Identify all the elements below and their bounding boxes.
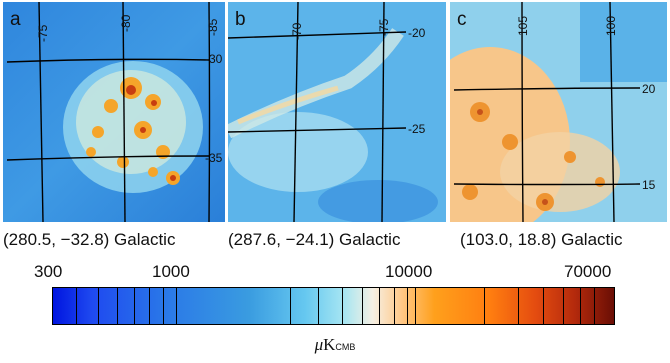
colorbar-label: 300	[34, 262, 63, 281]
colorbar-tick	[176, 288, 177, 324]
panel-letter: c	[457, 9, 467, 30]
panel-caption-b: (287.6, −24.1) Galactic	[228, 230, 401, 249]
colorbar-tick	[362, 288, 363, 324]
colorbar-tick	[163, 288, 164, 324]
map-image-c	[450, 2, 667, 222]
colorbar-tick	[149, 288, 150, 324]
colorbar-tick	[543, 288, 544, 324]
map-panel-a: a -75 -80 -85 -30 -35	[3, 2, 225, 222]
coord-label-lon: -75	[36, 24, 50, 42]
panel-caption-a: (280.5, −32.8) Galactic	[3, 230, 176, 249]
coord-label-lat: -20	[408, 26, 426, 40]
panel-caption-c: (103.0, 18.8) Galactic	[460, 230, 623, 249]
colorbar-tick	[117, 288, 118, 324]
coord-label-lon: -75	[377, 18, 391, 36]
coord-label-lon: 100	[604, 15, 618, 36]
map-image-a	[3, 2, 225, 222]
colorbar-unit-label: μKCMB	[0, 335, 670, 355]
panel-letter: a	[10, 9, 21, 30]
colorbar-tick	[563, 288, 564, 324]
colorbar-label: 10000	[385, 262, 433, 281]
colorbar-tick	[98, 288, 99, 324]
map-panel-b: b -70 -75 -20 -25	[228, 2, 446, 222]
colorbar-tick	[407, 288, 408, 324]
map-image-b	[228, 2, 446, 222]
colorbar-tick	[318, 288, 319, 324]
colorbar-label: 1000	[152, 262, 190, 281]
panel-letter: b	[235, 9, 246, 30]
colorbar	[52, 287, 615, 325]
colorbar-tick	[415, 288, 416, 324]
colorbar-tick	[594, 288, 595, 324]
coord-label-lon: -70	[290, 22, 304, 40]
colorbar-tick	[580, 288, 581, 324]
map-panel-c: c 105 100 20 15	[450, 2, 667, 222]
colorbar-tick	[134, 288, 135, 324]
unit-symbol: μ	[314, 335, 324, 354]
coord-label-lat: 20	[642, 82, 656, 96]
unit-subscript: CMB	[335, 342, 356, 352]
colorbar-tick	[342, 288, 343, 324]
coord-label-lat: 15	[642, 178, 656, 192]
colorbar-tick	[379, 288, 380, 324]
coord-label-lat: -25	[408, 122, 426, 136]
unit-main: K	[323, 335, 336, 354]
colorbar-label: 70000	[564, 262, 612, 281]
colorbar-tick	[76, 288, 77, 324]
colorbar-tick	[394, 288, 395, 324]
coord-label-lon: -85	[206, 18, 220, 36]
colorbar-tick	[484, 288, 485, 324]
coord-label-lon: 105	[516, 15, 530, 36]
colorbar-gradient	[53, 288, 614, 324]
colorbar-tick	[290, 288, 291, 324]
coord-label-lon: -80	[119, 14, 133, 32]
colorbar-tick	[518, 288, 519, 324]
coord-label-lat: -30	[205, 52, 223, 66]
coord-label-lat: -35	[205, 151, 223, 165]
